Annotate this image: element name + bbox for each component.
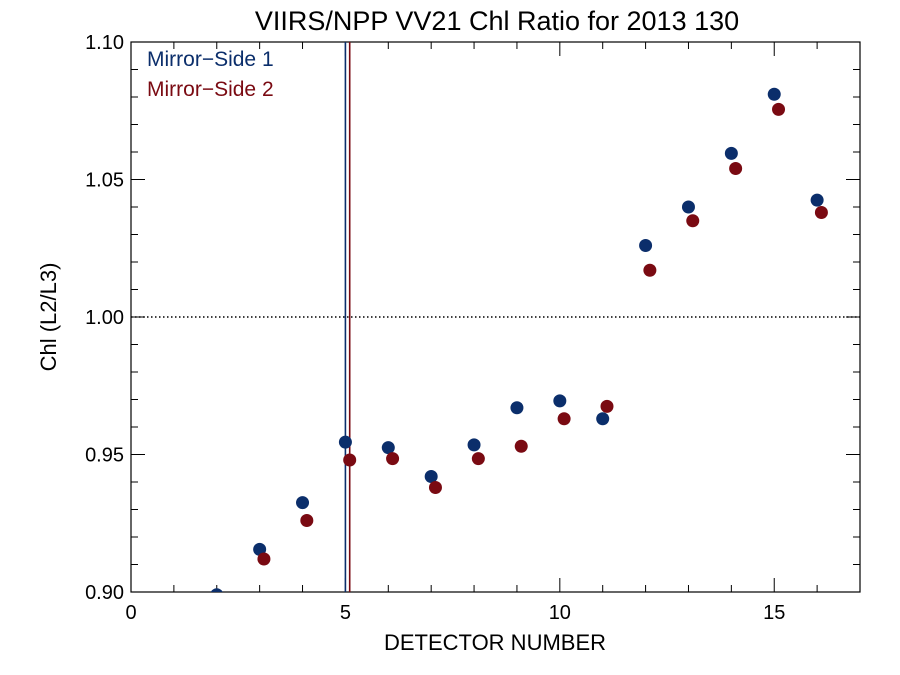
y-tick-label: 0.95 xyxy=(85,445,124,467)
mirror-side-1-point xyxy=(210,588,223,592)
mirror-side-2-point xyxy=(814,206,828,219)
legend-entry-mirror-side-1: Mirror−Side 1 xyxy=(147,48,274,71)
mirror-side-1-point xyxy=(724,146,738,160)
mirror-side-2-point xyxy=(514,439,528,453)
x-tick-labels: 0 5 10 15 xyxy=(125,602,785,624)
x-tick-label: 10 xyxy=(549,602,571,624)
mirror-side-1-point xyxy=(639,239,653,252)
legend-entry-mirror-side-2: Mirror−Side 2 xyxy=(147,78,274,101)
mirror-side-2-point xyxy=(772,102,786,116)
data-points xyxy=(210,87,828,592)
mirror-side-2-point xyxy=(686,214,700,228)
y-tick-labels: 0.90 0.95 1.00 1.05 1.10 xyxy=(85,32,124,604)
x-tick-label: 15 xyxy=(763,602,785,624)
mirror-side-1-point xyxy=(596,412,610,426)
chart-title: VIIRS/NPP VV21 Chl Ratio for 2013 130 xyxy=(255,6,739,36)
mirror-side-1-point xyxy=(681,200,695,214)
y-tick-label: 1.10 xyxy=(85,32,124,54)
mirror-side-2-point xyxy=(386,452,400,466)
y-tick-label: 1.00 xyxy=(85,307,124,329)
mirror-side-1-point xyxy=(338,435,352,449)
mirror-side-1-point xyxy=(424,470,438,483)
mirror-side-1-point xyxy=(467,438,481,452)
y-tick-label: 1.05 xyxy=(85,170,124,192)
y-axis-label: Chl (L2/L3) xyxy=(36,263,61,372)
mirror-side-lines xyxy=(344,42,351,592)
x-tick-label: 0 xyxy=(125,602,136,624)
mirror-side-2-point xyxy=(643,263,657,277)
mirror-side-1-point xyxy=(767,87,781,101)
x-axis-label: DETECTOR NUMBER xyxy=(384,630,606,655)
mirror-side-2-point xyxy=(257,552,271,566)
mirror-side-2-point xyxy=(428,481,442,494)
x-tick-label: 5 xyxy=(340,602,351,624)
mirror-side-1-point xyxy=(810,193,824,207)
mirror-side-1-point xyxy=(510,401,524,415)
mirror-side-2-point xyxy=(557,412,571,426)
mirror-side-2-point xyxy=(729,162,743,175)
mirror-side-2-point xyxy=(600,399,614,413)
mirror-side-2-point xyxy=(300,514,314,527)
mirror-side-1-point xyxy=(381,441,395,455)
y-tick-label: 0.90 xyxy=(85,582,124,604)
mirror-side-2-point xyxy=(471,452,485,466)
mirror-side-1-point xyxy=(296,496,310,510)
mirror-side-2-point xyxy=(343,453,357,467)
mirror-side-1-point xyxy=(553,394,567,408)
